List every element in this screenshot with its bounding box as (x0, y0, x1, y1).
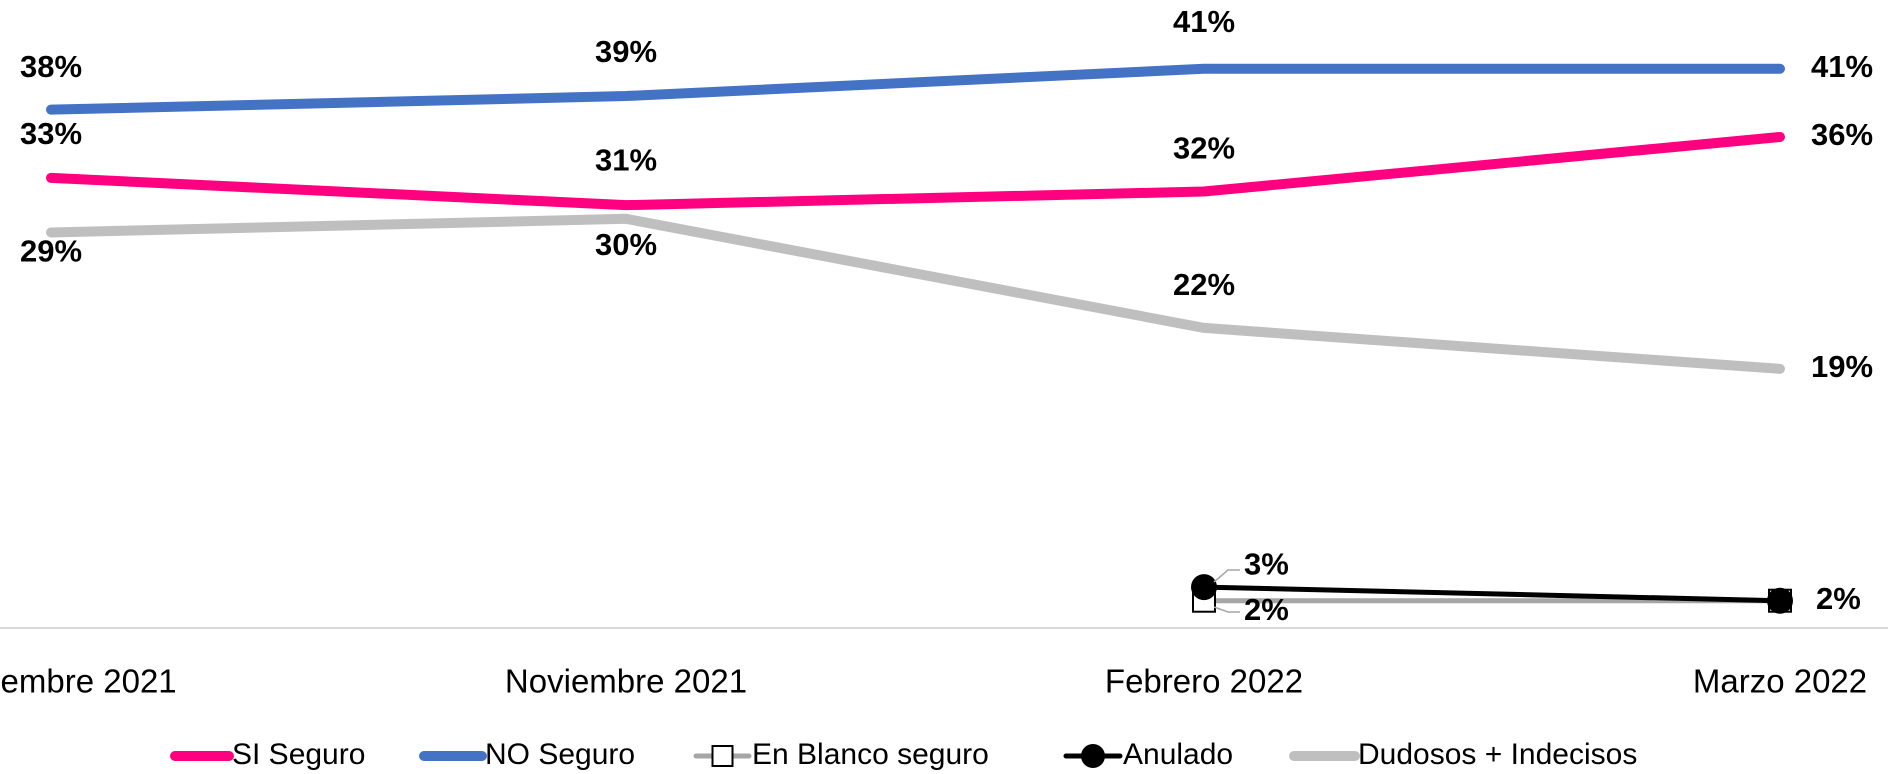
data-label: 2% (1816, 581, 1861, 616)
data-label: 3% (1244, 546, 1289, 581)
data-label: 19% (1811, 349, 1873, 384)
data-label: 39% (595, 34, 657, 69)
leader-line (1213, 606, 1240, 613)
data-label: 33% (20, 116, 82, 151)
series-line (1201, 584, 1783, 604)
legend-marker (711, 745, 734, 767)
legend-label: NO Seguro (485, 738, 635, 771)
data-label: 31% (595, 142, 657, 177)
data-label: 30% (595, 227, 657, 262)
legend-label: Anulado (1123, 738, 1233, 771)
data-label: 32% (1173, 131, 1235, 166)
x-tick-label: Noviembre 2021 (505, 663, 747, 700)
data-label: 41% (1173, 4, 1235, 39)
data-label: 22% (1173, 267, 1235, 302)
series-line (46, 213, 1785, 374)
marker (1191, 574, 1217, 601)
legend-label: SI Seguro (232, 738, 365, 771)
legend-marker (1081, 744, 1105, 768)
series-line (46, 63, 1785, 115)
x-tick-label: Marzo 2022 (1693, 663, 1867, 700)
marker (1767, 587, 1793, 614)
legend-label: En Blanco seguro (752, 738, 989, 771)
leader-line (1213, 569, 1240, 583)
data-label: 38% (20, 49, 82, 84)
data-label: 41% (1811, 49, 1873, 84)
data-label: 2% (1244, 592, 1289, 627)
data-label: 36% (1811, 117, 1873, 152)
legend-label: Dudosos + Indecisos (1358, 738, 1637, 771)
x-tick-label: Septiembre 2021 (0, 663, 177, 700)
data-label: 29% (20, 234, 82, 269)
series-line (46, 131, 1785, 211)
x-tick-label: Febrero 2022 (1105, 663, 1303, 700)
